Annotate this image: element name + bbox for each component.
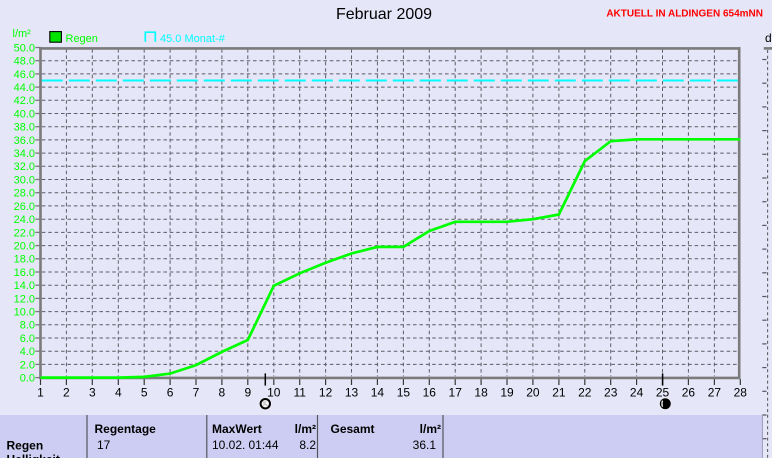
- svg-text:Regentage: Regentage: [95, 422, 157, 436]
- svg-text:17: 17: [449, 386, 463, 400]
- svg-text:Regen: Regen: [66, 33, 98, 45]
- svg-text:10.02.: 10.02.: [212, 438, 245, 452]
- svg-text:24.0: 24.0: [14, 214, 35, 226]
- svg-text:21: 21: [552, 386, 566, 400]
- svg-text:26: 26: [682, 386, 696, 400]
- svg-text:36.1: 36.1: [413, 438, 437, 452]
- svg-text:18: 18: [474, 386, 488, 400]
- svg-text:8.0: 8.0: [20, 320, 35, 332]
- svg-text:2: 2: [63, 386, 70, 400]
- svg-text:18.0: 18.0: [14, 254, 35, 266]
- svg-text:14.0: 14.0: [14, 280, 35, 292]
- svg-text:20.0: 20.0: [14, 241, 35, 253]
- svg-text:l/m²: l/m²: [295, 422, 316, 436]
- svg-text:10.0: 10.0: [14, 307, 35, 319]
- svg-text:44.0: 44.0: [14, 82, 35, 94]
- svg-text:11: 11: [293, 386, 306, 400]
- svg-text:20: 20: [526, 386, 540, 400]
- svg-text:9: 9: [244, 386, 251, 400]
- svg-text:34.0: 34.0: [14, 148, 35, 160]
- svg-text:12: 12: [319, 386, 333, 400]
- svg-text:23: 23: [604, 386, 618, 400]
- svg-text:25: 25: [656, 386, 670, 400]
- svg-text:7: 7: [193, 386, 200, 400]
- svg-text:16: 16: [423, 386, 437, 400]
- svg-text:22: 22: [578, 386, 592, 400]
- svg-text:8.2: 8.2: [299, 438, 316, 452]
- svg-text:48.0: 48.0: [14, 56, 35, 68]
- svg-text:MaxWert: MaxWert: [212, 422, 262, 436]
- svg-text:0.0: 0.0: [20, 373, 35, 385]
- svg-text:13: 13: [345, 386, 359, 400]
- svg-text:38.0: 38.0: [14, 122, 35, 134]
- svg-text:Helligkeit: Helligkeit: [7, 452, 60, 458]
- svg-text:2.0: 2.0: [20, 359, 35, 371]
- svg-text:Gesamt: Gesamt: [331, 422, 375, 436]
- svg-text:1: 1: [37, 386, 44, 400]
- svg-text:5: 5: [141, 386, 148, 400]
- svg-text:26.0: 26.0: [14, 201, 35, 213]
- svg-text:19: 19: [500, 386, 514, 400]
- svg-text:8: 8: [219, 386, 226, 400]
- svg-text:17: 17: [97, 438, 111, 452]
- svg-text:Februar 2009: Februar 2009: [336, 6, 432, 23]
- svg-text:28: 28: [734, 386, 748, 400]
- svg-text:15: 15: [397, 386, 411, 400]
- svg-text:l/m²: l/m²: [13, 28, 32, 40]
- svg-text:d: d: [765, 31, 772, 45]
- svg-text:l/m²: l/m²: [420, 422, 441, 436]
- svg-text:01:44: 01:44: [249, 438, 279, 452]
- svg-text:12.0: 12.0: [14, 293, 35, 305]
- svg-text:32.0: 32.0: [14, 161, 35, 173]
- svg-text:46.0: 46.0: [14, 69, 35, 81]
- svg-text:28.0: 28.0: [14, 188, 35, 200]
- svg-text:14: 14: [371, 386, 385, 400]
- svg-text:22.0: 22.0: [14, 227, 35, 239]
- svg-text:40.0: 40.0: [14, 108, 35, 120]
- svg-text:16.0: 16.0: [14, 267, 35, 279]
- svg-text:AKTUELL IN ALDINGEN 654mNN: AKTUELL IN ALDINGEN 654mNN: [606, 9, 763, 20]
- svg-text:30.0: 30.0: [14, 174, 35, 186]
- svg-text:4: 4: [115, 386, 122, 400]
- svg-text:3: 3: [89, 386, 96, 400]
- svg-text:Regen: Regen: [7, 439, 44, 453]
- svg-text:42.0: 42.0: [14, 95, 35, 107]
- svg-text:27: 27: [708, 386, 722, 400]
- svg-text:6.0: 6.0: [20, 333, 35, 345]
- svg-text:10: 10: [267, 386, 281, 400]
- svg-text:45.0 Monat-#: 45.0 Monat-#: [160, 33, 226, 45]
- svg-text:4.0: 4.0: [20, 346, 35, 358]
- svg-text:36.0: 36.0: [14, 135, 35, 147]
- svg-text:50.0: 50.0: [14, 42, 35, 54]
- svg-text:24: 24: [630, 386, 644, 400]
- svg-text:6: 6: [167, 386, 174, 400]
